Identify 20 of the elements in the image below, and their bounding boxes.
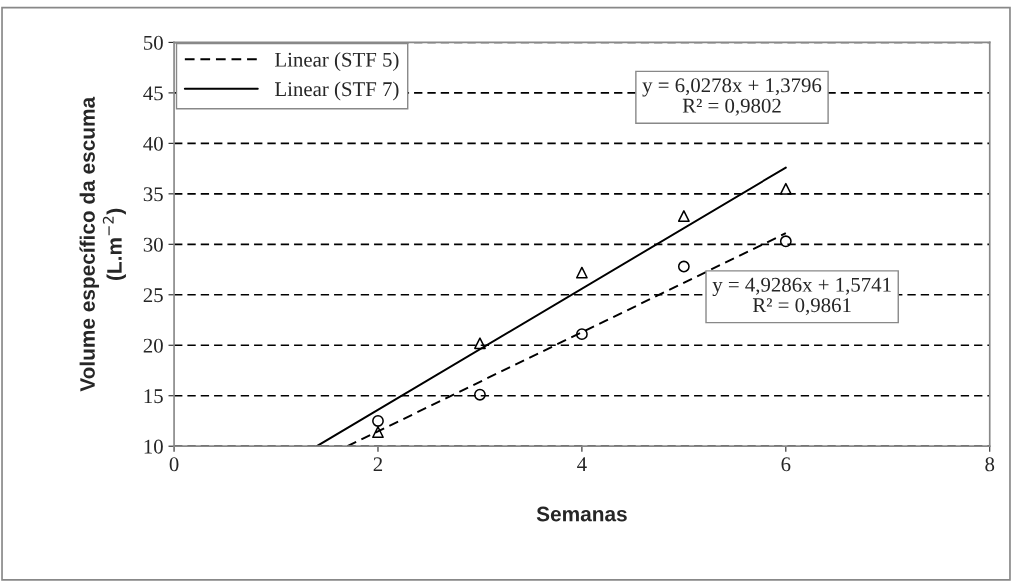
legend-label: Linear (STF 7)	[275, 81, 399, 101]
y-tick-label: 15	[144, 389, 163, 404]
y-axis-title: Volume específico da escuma (L.m$^{−2}$)	[79, 96, 126, 392]
y-tick-label: 35	[143, 187, 163, 202]
x-tick-label: 4	[577, 457, 587, 472]
x-axis-title: Semanas	[536, 506, 627, 522]
y-tick-label: 20	[143, 338, 163, 353]
x-tick-label: 8	[985, 457, 995, 472]
annotation: y = 6,0278x + 1,3796 R² = 0,9802	[642, 78, 822, 116]
y-tick-label: 40	[143, 136, 163, 151]
x-tick-label: 2	[373, 457, 383, 472]
legend-label: Linear (STF 5)	[275, 52, 399, 71]
y-tick-label: 45	[143, 86, 163, 101]
y-tick-label: 10	[144, 439, 163, 454]
y-tick-label: 25	[143, 288, 163, 303]
x-tick-label: 6	[781, 457, 791, 472]
y-tick-label: 30	[143, 237, 163, 252]
y-tick-label: 50	[144, 35, 163, 50]
x-tick-label: 0	[169, 457, 179, 472]
annotation: y = 4,9286x + 1,5741 R² = 0,9861	[712, 277, 891, 316]
